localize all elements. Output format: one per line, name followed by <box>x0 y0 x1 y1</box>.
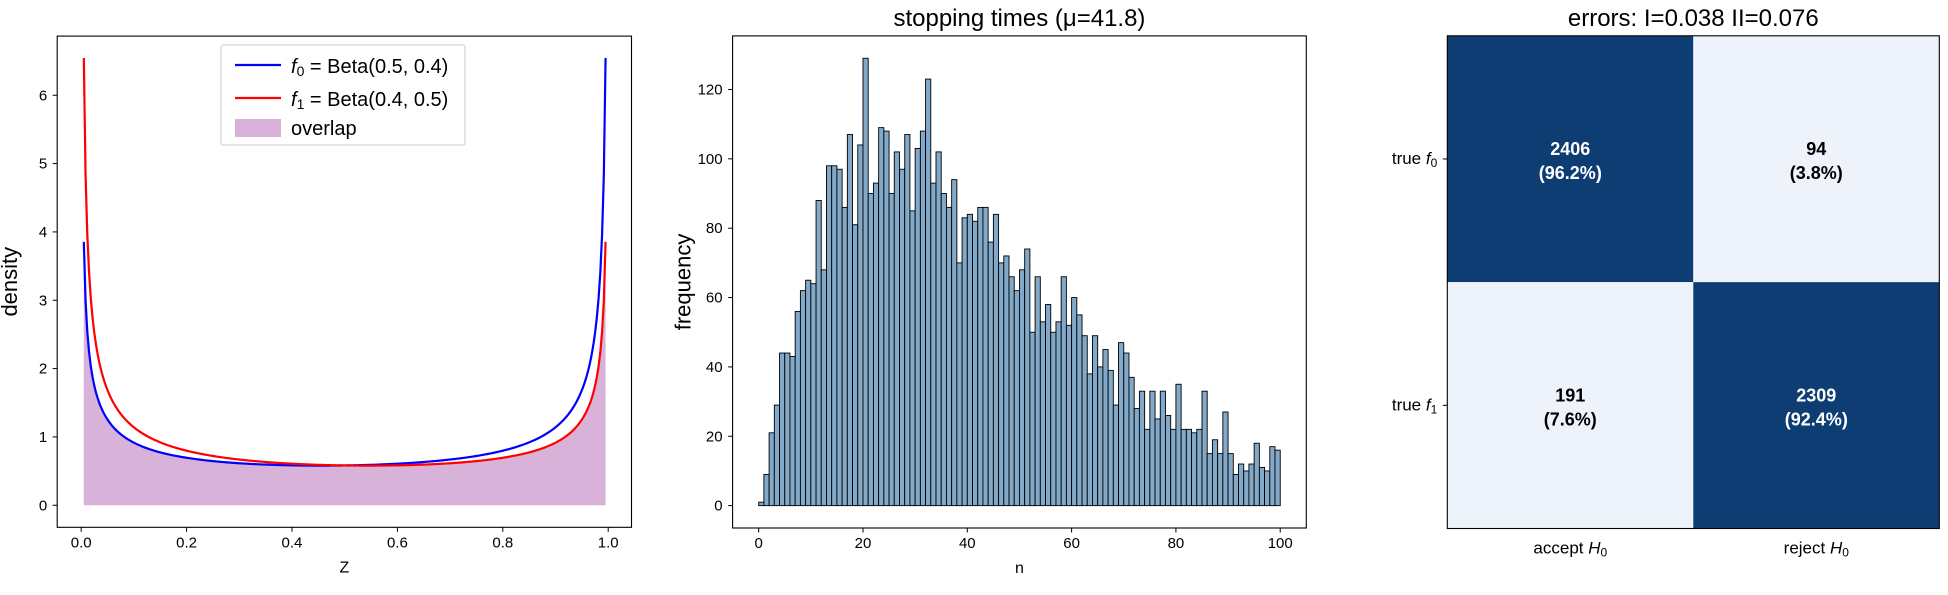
svg-text:0: 0 <box>39 497 47 514</box>
svg-text:errors: I=0.038 II=0.076: errors: I=0.038 II=0.076 <box>1568 5 1819 32</box>
svg-text:20: 20 <box>855 535 872 552</box>
svg-text:(7.6%): (7.6%) <box>1544 409 1597 429</box>
svg-text:40: 40 <box>959 535 976 552</box>
svg-text:stopping times (μ=41.8): stopping times (μ=41.8) <box>893 5 1145 32</box>
svg-text:f0 = Beta(0.5, 0.4): f0 = Beta(0.5, 0.4) <box>291 56 448 79</box>
svg-text:0: 0 <box>714 498 722 515</box>
svg-text:191: 191 <box>1555 385 1585 405</box>
svg-text:2406: 2406 <box>1550 139 1590 159</box>
svg-text:(96.2%): (96.2%) <box>1539 163 1602 183</box>
svg-text:(3.8%): (3.8%) <box>1790 163 1843 183</box>
svg-text:density: density <box>0 247 22 317</box>
svg-text:(92.4%): (92.4%) <box>1785 409 1848 429</box>
svg-text:f1 = Beta(0.4, 0.5): f1 = Beta(0.4, 0.5) <box>291 89 448 112</box>
svg-text:0.2: 0.2 <box>176 534 197 551</box>
svg-text:4: 4 <box>39 224 47 241</box>
svg-text:5: 5 <box>39 156 47 173</box>
svg-text:100: 100 <box>1268 535 1293 552</box>
svg-text:120: 120 <box>698 81 723 98</box>
svg-text:0.6: 0.6 <box>387 534 408 551</box>
svg-text:0.4: 0.4 <box>282 534 303 551</box>
svg-text:0: 0 <box>755 535 763 552</box>
svg-text:0.0: 0.0 <box>71 534 92 551</box>
svg-text:80: 80 <box>1168 535 1185 552</box>
svg-text:2: 2 <box>39 361 47 378</box>
svg-text:80: 80 <box>706 220 723 237</box>
svg-text:frequency: frequency <box>671 234 696 331</box>
svg-text:true f0: true f0 <box>1392 149 1438 170</box>
svg-text:Z: Z <box>339 559 349 576</box>
svg-text:6: 6 <box>39 87 47 104</box>
svg-text:reject H0: reject H0 <box>1784 539 1850 560</box>
svg-text:20: 20 <box>706 428 723 445</box>
svg-text:0.8: 0.8 <box>492 534 513 551</box>
svg-text:true f1: true f1 <box>1392 395 1438 416</box>
svg-text:accept H0: accept H0 <box>1533 539 1607 560</box>
svg-text:2309: 2309 <box>1796 385 1836 405</box>
svg-text:overlap: overlap <box>291 118 357 140</box>
svg-text:40: 40 <box>706 359 723 376</box>
svg-text:60: 60 <box>1063 535 1080 552</box>
svg-text:100: 100 <box>698 151 723 168</box>
svg-text:1.0: 1.0 <box>598 534 619 551</box>
svg-text:3: 3 <box>39 292 47 309</box>
svg-text:n: n <box>1015 560 1024 577</box>
svg-text:60: 60 <box>706 290 723 307</box>
svg-text:94: 94 <box>1806 139 1826 159</box>
svg-text:1: 1 <box>39 429 47 446</box>
